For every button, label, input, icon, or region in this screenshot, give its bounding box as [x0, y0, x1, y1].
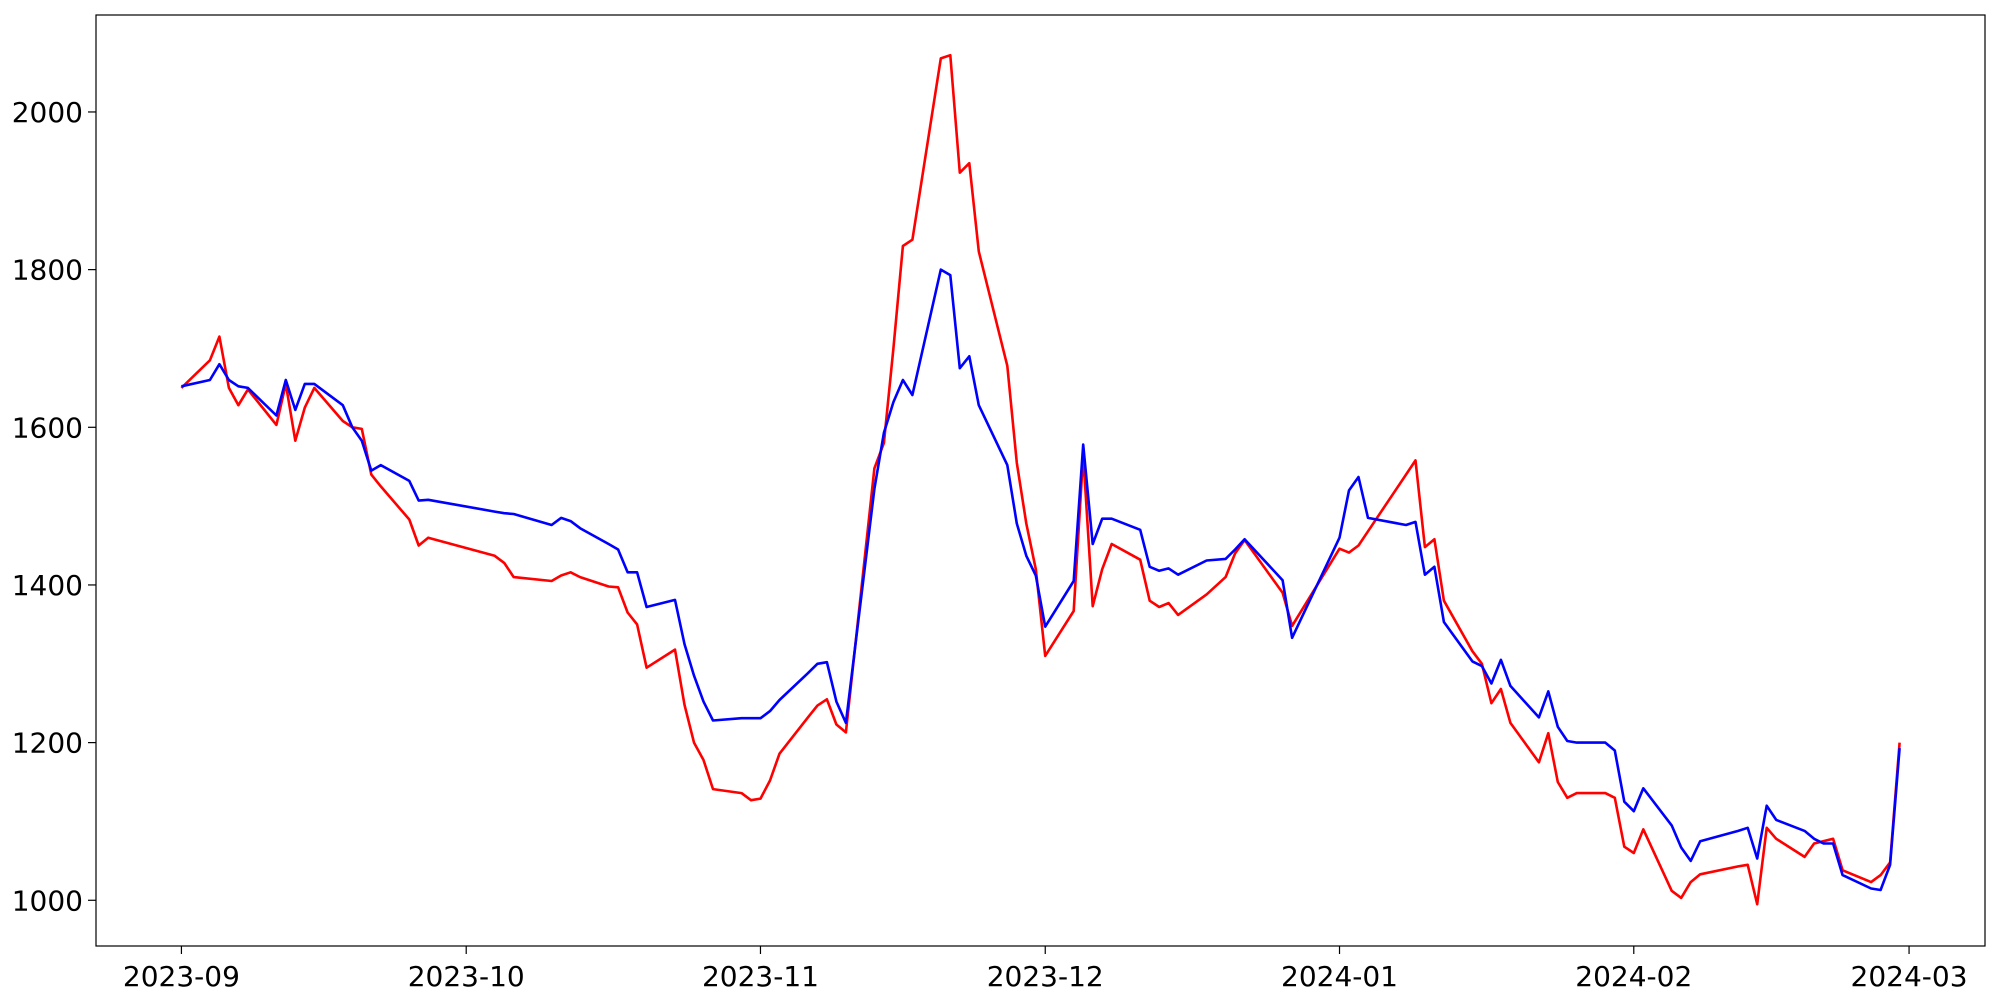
x-tick-label: 2024-03 [1851, 960, 1968, 993]
y-tick-label: 2000 [12, 96, 83, 129]
x-tick-label: 2023-12 [987, 960, 1104, 993]
y-tick-label: 1200 [12, 727, 83, 760]
x-tick-label: 2024-02 [1575, 960, 1692, 993]
x-tick-label: 2023-09 [123, 960, 240, 993]
x-tick-label: 2024-01 [1281, 960, 1398, 993]
data-line [181, 268, 1901, 892]
x-tick-label: 2023-11 [702, 960, 819, 993]
y-tick-label: 1000 [12, 884, 83, 917]
plot-frame [95, 14, 1986, 947]
data-line [180, 53, 1901, 906]
y-tick-label: 1400 [12, 569, 83, 602]
y-tick-label: 1600 [12, 411, 83, 444]
y-tick-label: 1800 [12, 254, 83, 287]
x-tick-label: 2023-10 [408, 960, 525, 993]
